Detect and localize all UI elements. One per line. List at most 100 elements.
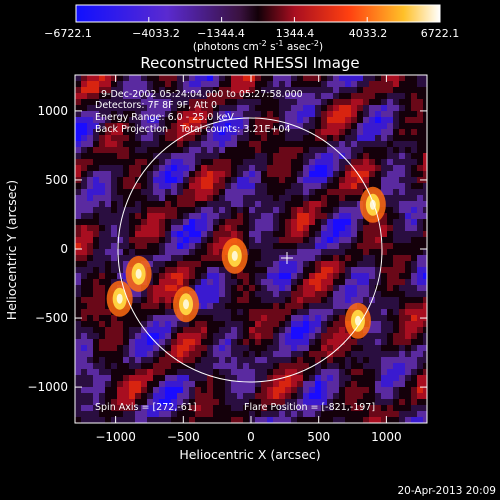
heatmap-cell bbox=[237, 129, 243, 135]
heatmap-cell bbox=[393, 261, 399, 267]
heatmap-cell bbox=[225, 375, 231, 381]
heatmap-cell bbox=[183, 393, 189, 399]
heatmap-cell bbox=[231, 327, 237, 333]
heatmap-cell bbox=[279, 177, 285, 183]
heatmap-cell bbox=[327, 129, 333, 135]
heatmap-cell bbox=[225, 207, 231, 213]
heatmap-cell bbox=[309, 249, 315, 255]
heatmap-cell bbox=[339, 243, 345, 249]
heatmap-cell bbox=[345, 165, 351, 171]
heatmap-cell bbox=[237, 177, 243, 183]
heatmap-cell bbox=[315, 207, 321, 213]
heatmap-cell bbox=[267, 153, 273, 159]
heatmap-cell bbox=[213, 237, 219, 243]
heatmap-cell bbox=[81, 105, 87, 111]
heatmap-cell bbox=[309, 135, 315, 141]
heatmap-cell bbox=[99, 267, 105, 273]
heatmap-cell bbox=[411, 417, 417, 423]
heatmap-cell bbox=[303, 321, 309, 327]
heatmap-cell bbox=[105, 189, 111, 195]
heatmap-cell bbox=[249, 399, 255, 405]
heatmap-cell bbox=[141, 93, 147, 99]
heatmap-cell bbox=[141, 111, 147, 117]
heatmap-cell bbox=[267, 249, 273, 255]
heatmap-cell bbox=[123, 207, 129, 213]
heatmap-cell bbox=[129, 129, 135, 135]
heatmap-cell bbox=[207, 291, 213, 297]
heatmap-cell bbox=[129, 243, 135, 249]
heatmap-cell bbox=[381, 141, 387, 147]
heatmap-cell bbox=[387, 165, 393, 171]
heatmap-cell bbox=[297, 141, 303, 147]
heatmap-cell bbox=[237, 417, 243, 423]
heatmap-cell bbox=[87, 93, 93, 99]
heatmap-cell bbox=[177, 117, 183, 123]
heatmap-cell bbox=[381, 405, 387, 411]
heatmap-cell bbox=[189, 135, 195, 141]
heatmap-cell bbox=[153, 207, 159, 213]
heatmap-cell bbox=[129, 165, 135, 171]
heatmap-cell bbox=[153, 99, 159, 105]
heatmap-cell bbox=[141, 327, 147, 333]
heatmap-cell bbox=[123, 105, 129, 111]
heatmap-cell bbox=[423, 159, 427, 165]
heatmap-cell bbox=[417, 255, 423, 261]
heatmap-cell bbox=[105, 273, 111, 279]
heatmap-cell bbox=[117, 105, 123, 111]
heatmap-cell bbox=[93, 189, 99, 195]
heatmap-cell bbox=[183, 75, 189, 81]
heatmap-cell bbox=[327, 141, 333, 147]
heatmap-cell bbox=[309, 327, 315, 333]
heatmap-cell bbox=[165, 381, 171, 387]
heatmap-cell bbox=[159, 225, 165, 231]
heatmap-cell bbox=[285, 399, 291, 405]
heatmap-cell bbox=[75, 171, 81, 177]
heatmap-cell bbox=[111, 261, 117, 267]
heatmap-cell bbox=[231, 417, 237, 423]
heatmap-cell bbox=[81, 177, 87, 183]
heatmap-cell bbox=[327, 195, 333, 201]
heatmap-cell bbox=[291, 327, 297, 333]
heatmap-cell bbox=[411, 255, 417, 261]
heatmap-cell bbox=[153, 195, 159, 201]
heatmap-cell bbox=[315, 363, 321, 369]
heatmap-cell bbox=[261, 93, 267, 99]
heatmap-cell bbox=[201, 279, 207, 285]
heatmap-cell bbox=[405, 231, 411, 237]
heatmap-cell bbox=[357, 369, 363, 375]
heatmap-cell bbox=[123, 147, 129, 153]
heatmap-cell bbox=[387, 303, 393, 309]
heatmap-cell bbox=[165, 135, 171, 141]
heatmap-cell bbox=[381, 75, 387, 81]
heatmap-cell bbox=[333, 129, 339, 135]
heatmap-cell bbox=[81, 153, 87, 159]
heatmap-cell bbox=[255, 267, 261, 273]
heatmap-cell bbox=[321, 369, 327, 375]
heatmap-cell bbox=[315, 99, 321, 105]
heatmap-cell bbox=[357, 345, 363, 351]
heatmap-cell bbox=[207, 225, 213, 231]
heatmap-cell bbox=[117, 75, 123, 81]
heatmap-cell bbox=[165, 315, 171, 321]
heatmap-cell bbox=[225, 351, 231, 357]
heatmap-cell bbox=[213, 213, 219, 219]
heatmap-cell bbox=[81, 399, 87, 405]
heatmap-cell bbox=[141, 303, 147, 309]
heatmap-cell bbox=[345, 141, 351, 147]
heatmap-cell bbox=[267, 99, 273, 105]
heatmap-cell bbox=[141, 213, 147, 219]
heatmap-cell bbox=[219, 183, 225, 189]
heatmap-cell bbox=[255, 393, 261, 399]
heatmap-cell bbox=[189, 261, 195, 267]
heatmap-cell bbox=[171, 93, 177, 99]
heatmap-cell bbox=[171, 105, 177, 111]
heatmap-cell bbox=[393, 183, 399, 189]
heatmap-cell bbox=[267, 297, 273, 303]
heatmap-cell bbox=[147, 387, 153, 393]
heatmap-cell bbox=[279, 339, 285, 345]
heatmap-cell bbox=[273, 105, 279, 111]
heatmap-cell bbox=[183, 327, 189, 333]
heatmap-cell bbox=[87, 309, 93, 315]
heatmap-cell bbox=[267, 183, 273, 189]
heatmap-cell bbox=[87, 159, 93, 165]
